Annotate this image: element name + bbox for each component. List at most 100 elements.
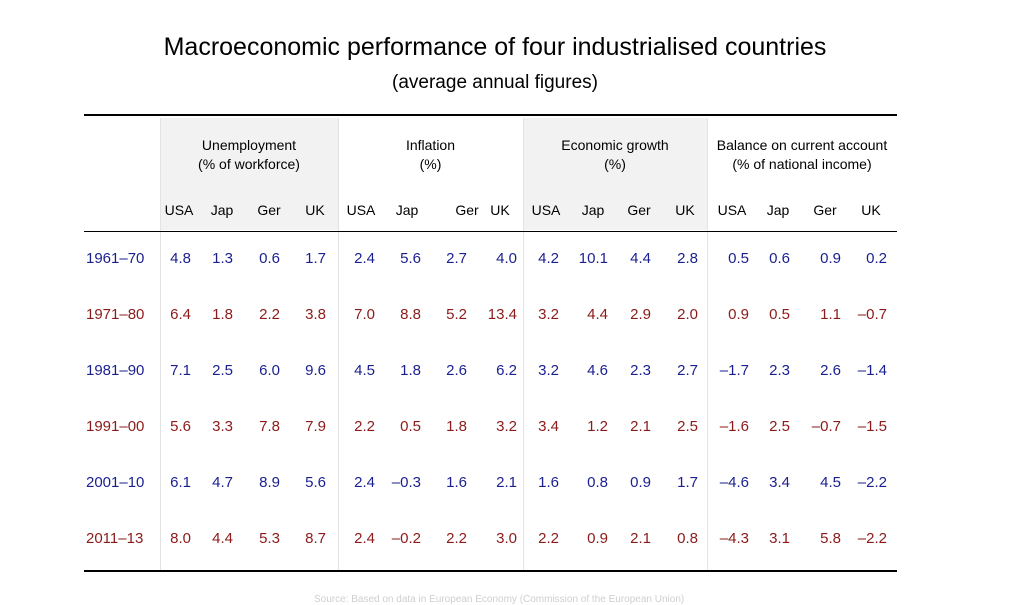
table-cell: 2.5	[212, 362, 233, 379]
group-header-line1: Inflation	[405, 137, 456, 153]
table-cell: 0.5	[400, 418, 421, 435]
group-header-line1: Unemployment	[201, 137, 297, 153]
table-cell: 2.1	[630, 418, 651, 435]
table-cell: 0.8	[677, 530, 698, 547]
table-cell: 2.1	[496, 474, 517, 491]
table-cell: 7.1	[170, 362, 191, 379]
table-cell: –1.7	[719, 362, 749, 379]
table-cell: 0.9	[630, 474, 651, 491]
row-period-label: 1961–70	[86, 250, 145, 267]
table-cell: 0.9	[587, 530, 608, 547]
table-cell: 1.2	[587, 418, 608, 435]
table-cell: 1.7	[677, 474, 698, 491]
table-cell: 0.5	[728, 250, 749, 267]
table-cell: –2.2	[857, 474, 887, 491]
table-cell: 3.4	[769, 474, 790, 491]
table-cell: 2.5	[677, 418, 698, 435]
source-note: Source: Based on data in European Econom…	[314, 594, 685, 605]
table-cell: 1.8	[212, 306, 233, 323]
table-cell: –1.6	[719, 418, 749, 435]
table-cell: –0.3	[391, 474, 421, 491]
group-header-growth: Economic growth (%)	[523, 136, 707, 174]
row-period-label: 2011–13	[86, 530, 144, 547]
table-cell: 10.1	[578, 250, 608, 267]
page-title: Macroeconomic performance of four indust…	[163, 33, 827, 61]
table-cell: –1.4	[857, 362, 887, 379]
table-cell: 4.5	[820, 474, 841, 491]
country-header-jap: Jap	[766, 202, 790, 218]
table-cell: 0.8	[587, 474, 608, 491]
group-header-line2: (% of workforce)	[198, 156, 300, 172]
table-cell: 13.4	[487, 306, 517, 323]
table-cell: 5.6	[170, 418, 191, 435]
table-cell: 0.9	[820, 250, 841, 267]
table-cell: 1.8	[446, 418, 467, 435]
table-cell: 8.0	[170, 530, 191, 547]
country-header-usa: USA	[531, 202, 561, 218]
table-cell: 4.0	[496, 250, 517, 267]
table-cell: 0.6	[259, 250, 280, 267]
country-header-uk: UK	[305, 202, 325, 218]
table-cell: 5.6	[400, 250, 421, 267]
table-cell: 2.4	[354, 474, 375, 491]
data-table: Unemployment (% of workforce) Inflation …	[84, 114, 897, 605]
table-cell: 3.1	[769, 530, 790, 547]
group-header-line1: Balance on current account	[716, 137, 888, 153]
table-cell: 2.0	[677, 306, 698, 323]
table-cell: 4.5	[354, 362, 375, 379]
table-cell: 3.3	[212, 418, 233, 435]
table-cell: 6.2	[496, 362, 517, 379]
table-cell: –1.5	[857, 418, 887, 435]
table-cell: –0.7	[811, 418, 841, 435]
table-cell: 2.6	[820, 362, 841, 379]
table-cell: 2.4	[354, 530, 375, 547]
table-cell: 2.2	[446, 530, 467, 547]
table-cell: 4.7	[212, 474, 233, 491]
table-cell: 4.4	[587, 306, 608, 323]
table-cell: –2.2	[857, 530, 887, 547]
row-period-label: 1991–00	[86, 418, 145, 435]
group-header-unemployment: Unemployment (% of workforce)	[160, 136, 338, 174]
country-header-usa: USA	[164, 202, 194, 218]
table-cell: 3.4	[538, 418, 559, 435]
group-header-current-account: Balance on current account (% of nationa…	[707, 136, 897, 174]
row-period-label: 1971–80	[86, 306, 145, 323]
table-cell: 2.2	[354, 418, 375, 435]
table-cell: 6.4	[170, 306, 191, 323]
table-cell: 2.4	[354, 250, 375, 267]
country-header-usa: USA	[346, 202, 376, 218]
country-header-uk: UK	[675, 202, 695, 218]
country-header-ger: Ger	[257, 202, 281, 218]
table-cell: 0.6	[769, 250, 790, 267]
table-cell: –4.3	[719, 530, 749, 547]
table-cell: 0.2	[866, 250, 887, 267]
header-band-growth	[523, 118, 707, 230]
table-cell: 2.3	[630, 362, 651, 379]
table-cell: 8.8	[400, 306, 421, 323]
table-cell: 2.6	[446, 362, 467, 379]
table-cell: 1.8	[400, 362, 421, 379]
country-header-uk: UK	[861, 202, 881, 218]
table-cell: 2.8	[677, 250, 698, 267]
table-cell: 5.3	[259, 530, 280, 547]
table-cell: 4.4	[630, 250, 651, 267]
table-cell: 2.7	[446, 250, 467, 267]
group-header-line2: (%)	[604, 156, 626, 172]
table-cell: –0.2	[391, 530, 421, 547]
country-header-ger: Ger	[455, 202, 479, 218]
page-subtitle: (average annual figures)	[392, 72, 598, 93]
group-header-line1: Economic growth	[561, 137, 669, 153]
table-cell: 2.7	[677, 362, 698, 379]
group-header-line2: (%)	[419, 156, 442, 172]
group-header-line2: (% of national income)	[732, 156, 872, 172]
table-cell: –0.7	[857, 306, 887, 323]
column-divider	[338, 118, 339, 570]
table-cell: 2.2	[538, 530, 559, 547]
table-cell: 1.6	[446, 474, 467, 491]
table-cell: 7.0	[354, 306, 375, 323]
country-header-ger: Ger	[627, 202, 651, 218]
table-cell: 7.8	[259, 418, 280, 435]
column-divider	[707, 118, 708, 570]
table-cell: 1.7	[305, 250, 326, 267]
table-cell: 8.9	[259, 474, 280, 491]
